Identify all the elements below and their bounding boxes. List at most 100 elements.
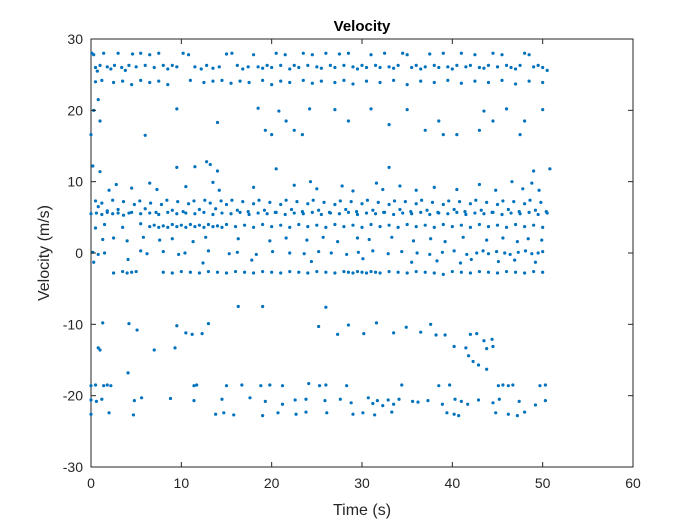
data-point <box>532 169 536 173</box>
data-point <box>392 66 396 70</box>
data-point <box>166 83 170 87</box>
data-point <box>292 211 296 215</box>
data-point <box>401 211 405 215</box>
data-point <box>473 53 477 57</box>
x-tick-label: 60 <box>625 475 641 491</box>
data-point <box>188 222 192 227</box>
data-point <box>183 251 187 255</box>
data-point <box>98 119 102 123</box>
data-point <box>500 78 504 82</box>
data-point <box>429 237 433 241</box>
data-point <box>152 348 156 352</box>
data-point <box>496 384 500 388</box>
data-point <box>236 304 240 309</box>
data-point <box>211 180 215 184</box>
data-point <box>95 69 99 73</box>
data-point <box>130 52 135 56</box>
data-point <box>315 223 319 227</box>
data-point <box>93 80 98 84</box>
data-point <box>333 80 337 85</box>
data-point <box>297 65 301 70</box>
data-point <box>301 78 305 82</box>
data-point <box>92 260 96 264</box>
data-point <box>527 53 531 57</box>
data-point <box>392 331 396 335</box>
data-point <box>197 223 201 227</box>
data-point <box>450 225 454 229</box>
data-point <box>455 132 459 137</box>
data-point <box>364 65 369 70</box>
data-point <box>458 261 463 265</box>
data-point <box>333 65 337 70</box>
data-point <box>491 401 495 405</box>
data-point <box>89 212 93 216</box>
data-point <box>208 162 212 167</box>
data-point <box>464 212 468 217</box>
data-point <box>523 119 527 123</box>
data-point <box>447 199 451 203</box>
data-point <box>504 225 509 229</box>
data-point <box>145 252 149 256</box>
data-point <box>441 202 445 207</box>
data-point <box>268 383 272 387</box>
data-point <box>473 79 477 83</box>
data-point <box>152 223 156 227</box>
data-point <box>414 188 418 192</box>
data-point <box>496 259 500 264</box>
data-point <box>135 328 139 332</box>
data-point <box>361 411 365 415</box>
data-point <box>199 67 203 71</box>
data-point <box>126 371 130 375</box>
data-point <box>159 202 164 207</box>
data-point <box>398 207 402 212</box>
data-point <box>457 200 462 204</box>
data-point <box>536 63 540 67</box>
data-point <box>513 258 517 262</box>
data-point <box>523 51 527 55</box>
data-point <box>193 165 197 169</box>
data-point <box>121 79 125 83</box>
data-point <box>130 83 134 87</box>
data-point <box>192 384 196 388</box>
data-point <box>392 78 396 82</box>
data-point <box>477 222 482 227</box>
data-point <box>197 207 201 212</box>
data-point <box>155 187 159 192</box>
data-point <box>130 186 134 190</box>
data-point <box>495 223 500 227</box>
data-point <box>471 359 475 364</box>
data-point <box>476 398 481 402</box>
data-point <box>139 51 143 55</box>
data-point <box>265 212 269 216</box>
data-point <box>252 185 256 189</box>
data-point <box>143 207 147 211</box>
data-point <box>386 252 390 256</box>
data-point <box>419 210 423 214</box>
data-point <box>440 402 444 406</box>
data-point <box>148 181 152 185</box>
data-point <box>173 346 177 350</box>
data-point <box>195 383 199 387</box>
data-point <box>337 52 342 56</box>
data-point <box>515 239 519 244</box>
data-point <box>392 212 396 217</box>
data-point <box>315 65 319 69</box>
data-point <box>300 132 304 137</box>
data-point <box>112 63 117 67</box>
data-point <box>134 65 138 69</box>
data-point <box>184 211 188 215</box>
data-point <box>280 402 285 406</box>
data-point <box>92 53 96 57</box>
data-point <box>346 119 351 123</box>
x-tick-label: 20 <box>264 475 280 491</box>
data-point <box>219 199 223 203</box>
data-point <box>355 67 360 71</box>
data-point <box>423 128 427 132</box>
data-point <box>468 63 472 67</box>
data-point <box>200 332 204 336</box>
data-point <box>139 212 143 216</box>
data-point <box>526 237 530 241</box>
data-point <box>100 397 104 401</box>
data-point <box>349 200 353 204</box>
data-point <box>501 199 505 203</box>
